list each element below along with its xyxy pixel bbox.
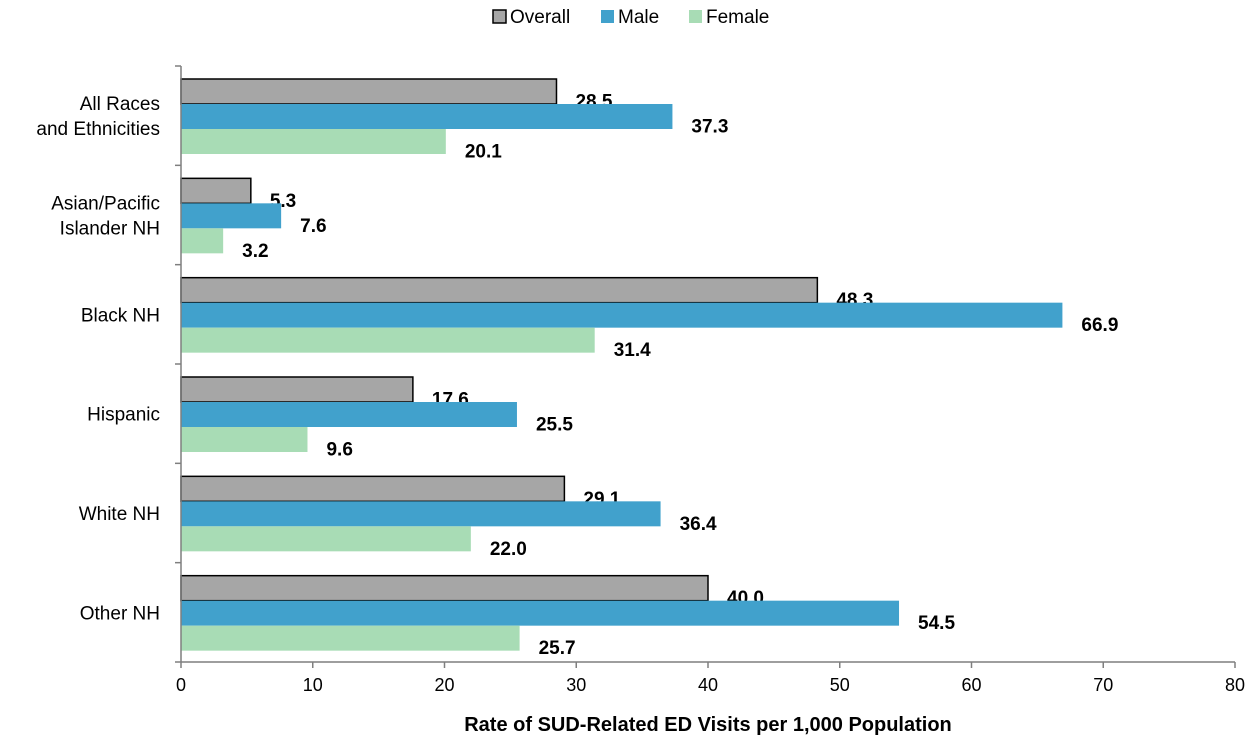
x-tick-label: 10 — [303, 675, 323, 695]
x-tick-label: 70 — [1093, 675, 1113, 695]
value-label: 3.2 — [242, 241, 268, 262]
bar-male — [181, 302, 1063, 328]
x-tick-label: 0 — [176, 675, 186, 695]
bar-female — [181, 427, 308, 452]
value-label: 36.4 — [680, 514, 717, 535]
bar-male — [181, 402, 517, 427]
bar-female — [181, 228, 224, 254]
value-label: 20.1 — [465, 142, 502, 163]
x-tick-label: 80 — [1225, 675, 1245, 695]
bar-female — [181, 526, 471, 552]
x-tick-label: 20 — [434, 675, 454, 695]
bar-female — [181, 129, 446, 154]
value-label: 25.7 — [539, 638, 576, 659]
legend: Overall Male Female — [492, 7, 769, 28]
category-label: Other NH — [80, 603, 160, 624]
bar-male — [181, 104, 673, 129]
x-tick-label: 40 — [698, 675, 718, 695]
x-tick-label: 50 — [830, 675, 850, 695]
value-label: 25.5 — [536, 415, 573, 436]
bar-overall — [180, 376, 414, 403]
bar-female — [181, 327, 595, 353]
bar-overall — [180, 177, 252, 205]
legend-swatch-male — [601, 10, 614, 23]
bar-overall — [180, 78, 558, 105]
legend-label-overall: Overall — [510, 7, 570, 28]
value-label: 37.3 — [691, 117, 728, 138]
category-label: Black NH — [81, 305, 160, 326]
bar-male — [181, 203, 282, 229]
value-label: 66.9 — [1081, 315, 1118, 336]
category-label: All Races and Ethnicities — [36, 94, 160, 140]
bar-overall — [180, 475, 566, 503]
value-label: 22.0 — [490, 539, 527, 560]
value-label: 54.5 — [918, 613, 955, 634]
bar-female — [181, 625, 520, 651]
value-label: 31.4 — [614, 340, 651, 361]
legend-swatch-female — [689, 10, 702, 23]
x-axis-title: Rate of SUD-Related ED Visits per 1,000 … — [464, 714, 952, 736]
axes: 0 10 20 30 40 50 60 70 80 All Races and Ethnicitie… — [36, 65, 1245, 695]
x-tick-label: 30 — [566, 675, 586, 695]
bar-male — [181, 600, 900, 626]
bars: 28.55.348.317.629.140.037.37.666.925.536… — [180, 78, 1118, 659]
legend-swatch-overall — [492, 9, 507, 24]
bar-overall — [180, 276, 819, 304]
x-tick-label: 60 — [961, 675, 981, 695]
value-label: 7.6 — [300, 216, 326, 237]
category-label: Hispanic — [87, 405, 160, 426]
legend-label-female: Female — [706, 7, 769, 28]
bar-overall — [180, 574, 709, 602]
bar-male — [181, 501, 661, 527]
legend-label-male: Male — [618, 7, 659, 28]
category-label: White NH — [79, 504, 160, 525]
value-label: 9.6 — [326, 440, 352, 461]
category-label: Asian/Pacific Islander NH — [51, 194, 160, 240]
